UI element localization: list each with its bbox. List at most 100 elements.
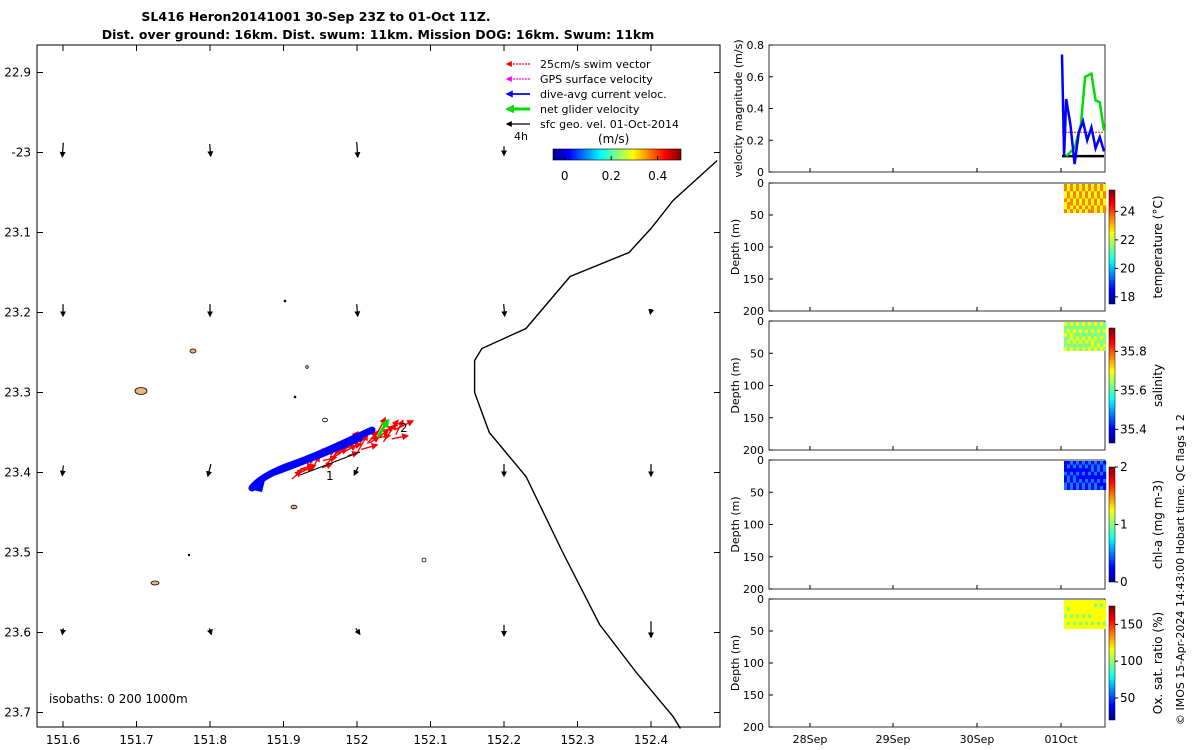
heatmap-cell — [1067, 614, 1071, 619]
panel-y-tick-label: 0 — [757, 454, 764, 467]
heatmap-cell — [1082, 618, 1086, 622]
heatmap-cell — [1100, 343, 1104, 348]
heatmap-cell — [1085, 461, 1089, 465]
map-y-tick-label: 23.1 — [4, 226, 31, 240]
heatmap-cell — [1082, 479, 1086, 483]
heatmap-cell — [1082, 625, 1086, 629]
time-axis-label: 01Oct — [1044, 733, 1078, 746]
heatmap-cell — [1079, 343, 1083, 348]
heatmap-cell — [1088, 603, 1092, 608]
heatmap-cell — [1097, 332, 1101, 337]
reef — [322, 417, 328, 423]
heatmap-cell — [1067, 461, 1071, 465]
heatmap-cell — [1067, 209, 1071, 213]
panel-ylabel: velocity magnitude (m/s) — [732, 39, 745, 177]
heatmap-cell — [1082, 486, 1086, 490]
geo-velocity-arrow — [59, 465, 66, 477]
heatmap-cell — [1100, 607, 1104, 611]
heatmap-cell — [1073, 191, 1077, 195]
heatmap-cell — [1097, 194, 1101, 199]
heatmap-cell — [1103, 618, 1107, 622]
heatmap-cell — [1064, 184, 1068, 188]
heatmap-cell — [1079, 614, 1083, 619]
heatmap-cell — [1082, 184, 1086, 188]
heatmap-cell — [1088, 332, 1092, 337]
swim-vector — [394, 420, 415, 431]
heatmap-cell — [1073, 464, 1077, 469]
heatmap-cell — [1097, 625, 1101, 629]
heatmap-cell — [1067, 479, 1071, 483]
heatmap-cell — [1076, 475, 1080, 480]
heatmap-cell — [1103, 471, 1107, 476]
heatmap-cell — [1085, 618, 1089, 622]
heatmap-cell — [1079, 607, 1083, 611]
heatmap-cell — [1103, 205, 1107, 210]
imos-footer: © IMOS 15-Apr-2024 14:43:00 Hobart time.… — [1174, 414, 1187, 725]
heatmap-cell — [1085, 607, 1089, 611]
heatmap-cell — [1103, 336, 1107, 341]
heatmap-cell — [1085, 471, 1089, 476]
heatmap-cell — [1091, 607, 1095, 611]
heatmap-cell — [1091, 482, 1095, 487]
swim-vector — [343, 444, 358, 453]
heatmap-cell — [1091, 336, 1095, 341]
heatmap-cell — [1073, 329, 1077, 333]
heatmap-cell — [1079, 471, 1083, 476]
geo-velocity-arrow — [207, 144, 214, 158]
panel-y-tick-label: 0 — [757, 177, 764, 190]
heatmap-cell — [1082, 198, 1086, 203]
swim-vector — [296, 464, 317, 475]
heatmap-cell — [1064, 600, 1068, 604]
map-y-axis: 22.9 -23 23.1 23.2 23.3 23.4 23.5 23.6 23.7 — [4, 66, 720, 720]
heatmap-cell — [1103, 194, 1107, 199]
heatmap-cell — [1079, 621, 1083, 626]
heatmap-cell — [1067, 329, 1071, 333]
reef — [293, 395, 297, 399]
heatmap-cell — [1067, 202, 1071, 206]
heatmap-cell — [1076, 464, 1080, 469]
heatmap-cell — [1082, 614, 1086, 619]
heatmap-cell — [1091, 340, 1095, 344]
heatmap-cell — [1103, 325, 1107, 330]
heatmap-cell — [1100, 468, 1104, 472]
heatmap-cell — [1070, 610, 1074, 615]
heatmap-cell — [1067, 187, 1071, 192]
heatmap-cell — [1091, 468, 1095, 472]
heatmap-cell — [1064, 205, 1068, 210]
heatmap-cell — [1070, 187, 1074, 192]
heatmap-cell — [1085, 482, 1089, 487]
time-axis-label: 28Sep — [793, 733, 828, 746]
heatmap-cell — [1103, 202, 1107, 206]
heatmap-cell — [1067, 610, 1071, 615]
heatmap-cell — [1064, 336, 1068, 341]
heatmap-cell — [1079, 347, 1083, 351]
heatmap-cell — [1097, 202, 1101, 206]
heatmap-cell — [1076, 194, 1080, 199]
heatmap-cell — [1097, 464, 1101, 469]
colorbar-time-label: 4h — [514, 130, 528, 143]
heatmap-cell — [1094, 343, 1098, 348]
heatmap-cell — [1097, 600, 1101, 604]
geo-velocity-arrow — [354, 141, 361, 159]
heatmap-cell — [1088, 471, 1092, 476]
swim-vector — [395, 419, 404, 435]
heatmap-cell — [1067, 486, 1071, 490]
heatmap-cell — [1079, 603, 1083, 608]
profile-heatmap — [1064, 322, 1107, 351]
heatmap-cell — [1073, 600, 1077, 604]
panel-depth-label: Depth (m) — [729, 357, 742, 413]
heatmap-cell — [1091, 209, 1095, 213]
heatmap-cell — [1064, 322, 1068, 326]
heatmap-cell — [1094, 621, 1098, 626]
heatmap-cell — [1091, 471, 1095, 476]
heatmap-cell — [1085, 194, 1089, 199]
heatmap-cell — [1097, 205, 1101, 210]
heatmap-cell — [1067, 607, 1071, 611]
heatmap-cell — [1073, 347, 1077, 351]
heatmap-cell — [1094, 471, 1098, 476]
heatmap-cell — [1085, 603, 1089, 608]
heatmap-cell — [1067, 464, 1071, 469]
map-y-tick-label: 23.4 — [4, 466, 31, 480]
heatmap-cell — [1073, 486, 1077, 490]
geo-velocity-arrow — [206, 463, 212, 478]
